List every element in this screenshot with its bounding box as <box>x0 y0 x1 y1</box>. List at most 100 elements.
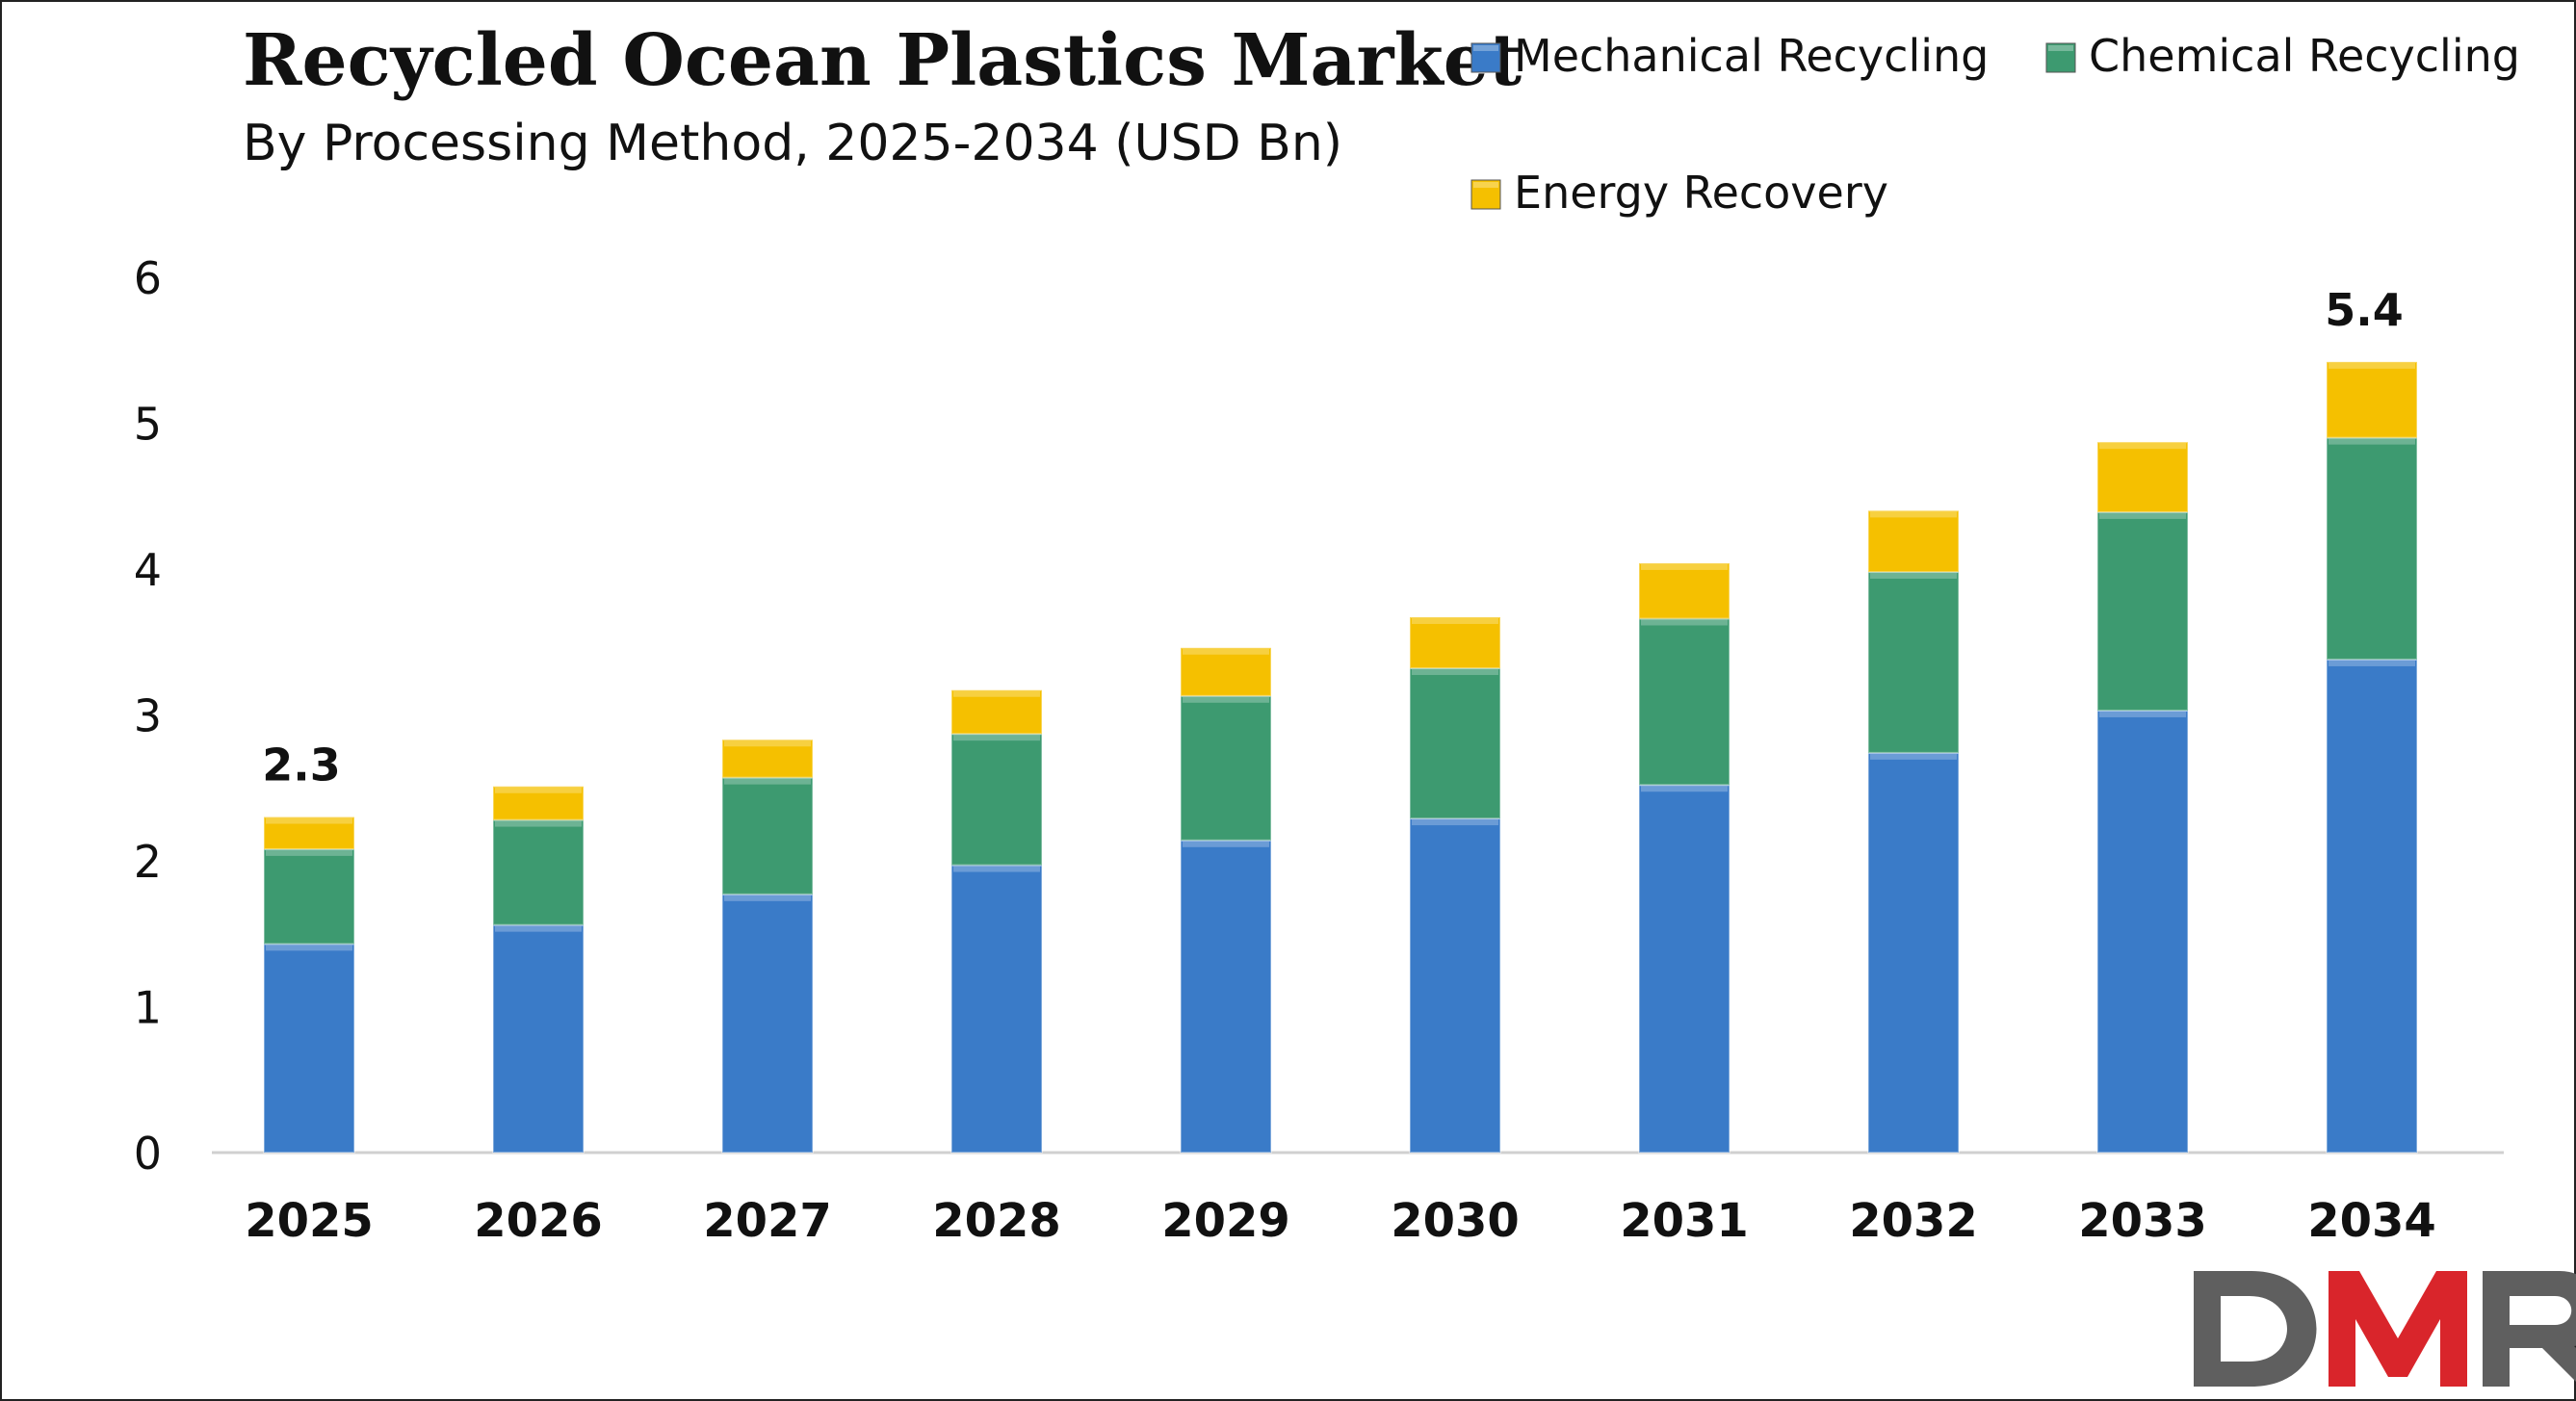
bar-highlight <box>495 925 582 932</box>
bar-highlight <box>724 778 811 785</box>
x-tick-label: 2026 <box>474 1194 603 1248</box>
bar-chemical-recycling-2025 <box>263 847 355 946</box>
x-tick-label: 2025 <box>245 1194 374 1248</box>
bar-energy-recovery-2028 <box>950 688 1043 736</box>
bar-energy-recovery-2034 <box>2326 360 2418 439</box>
bar-highlight <box>2099 512 2186 519</box>
y-axis: 0 1 2 3 4 5 6 <box>134 252 162 1180</box>
x-tick-label: 2033 <box>2078 1194 2207 1248</box>
x-tick-label: 2028 <box>932 1194 1061 1248</box>
bar-highlight <box>2099 443 2186 450</box>
bar-mechanical-recycling-2033 <box>2096 709 2189 1155</box>
y-tick-label: 4 <box>134 544 162 596</box>
legend-swatch-highlight <box>1473 45 1498 51</box>
bar-highlight <box>2329 362 2415 369</box>
x-tick-label: 2027 <box>703 1194 832 1248</box>
bar-highlight <box>1641 563 1728 570</box>
bar-highlight <box>724 895 811 901</box>
bar-highlight <box>495 820 582 827</box>
x-axis: 2025 2026 2027 2028 2029 2030 2031 2032 2033 2034 <box>245 1194 2436 1248</box>
legend-swatch-highlight <box>1473 182 1498 188</box>
bar-mechanical-recycling-2027 <box>721 893 814 1154</box>
legend-item: Chemical Recycling <box>2045 30 2520 82</box>
bar-highlight <box>2099 711 2186 717</box>
total-label: 5.4 <box>2325 284 2404 336</box>
y-tick-label: 2 <box>134 836 162 888</box>
total-labels: 2.3 5.4 <box>262 284 2404 791</box>
bar-highlight <box>1641 619 1728 626</box>
bar-chemical-recycling-2033 <box>2096 510 2189 712</box>
bar-highlight <box>953 690 1040 697</box>
bar-highlight <box>2329 438 2415 445</box>
y-tick-label: 6 <box>134 252 162 304</box>
bar-highlight <box>1641 786 1728 792</box>
bar-highlight <box>1183 841 1269 847</box>
bar-mechanical-recycling-2029 <box>1180 839 1272 1154</box>
y-tick-label: 3 <box>134 690 162 742</box>
bar-highlight <box>1412 669 1498 676</box>
x-tick-label: 2030 <box>1391 1194 1520 1248</box>
bar-chemical-recycling-2032 <box>1867 571 1960 754</box>
x-tick-label: 2034 <box>2307 1194 2436 1248</box>
bar-highlight <box>1870 573 1957 580</box>
bar-highlight <box>1412 617 1498 624</box>
bar-highlight <box>724 740 811 747</box>
y-tick-label: 0 <box>134 1128 162 1180</box>
bar-chemical-recycling-2029 <box>1180 694 1272 842</box>
bar-energy-recovery-2032 <box>1867 509 1960 574</box>
dmr-logo <box>2194 1271 2576 1387</box>
total-label: 2.3 <box>262 739 341 791</box>
bars-area <box>263 360 2418 1155</box>
bar-energy-recovery-2027 <box>721 739 814 779</box>
bar-chemical-recycling-2030 <box>1409 667 1501 820</box>
bar-mechanical-recycling-2031 <box>1638 784 1730 1154</box>
legend-label: Chemical Recycling <box>2089 30 2520 82</box>
bar-mechanical-recycling-2034 <box>2326 658 2418 1154</box>
chart-subtitle: By Processing Method, 2025-2034 (USD Bn) <box>243 115 1342 172</box>
legend-label: Energy Recovery <box>1514 167 1888 219</box>
bar-highlight <box>1412 819 1498 826</box>
bar-highlight <box>953 735 1040 741</box>
bar-chemical-recycling-2034 <box>2326 436 2418 661</box>
x-tick-label: 2031 <box>1620 1194 1749 1248</box>
bar-energy-recovery-2033 <box>2096 441 2189 513</box>
y-tick-label: 1 <box>134 982 162 1034</box>
bar-chemical-recycling-2026 <box>492 818 585 926</box>
legend-swatch <box>2045 42 2076 73</box>
x-tick-label: 2029 <box>1161 1194 1290 1248</box>
bar-highlight <box>266 945 352 951</box>
bar-highlight <box>953 866 1040 872</box>
bar-highlight <box>1183 648 1269 655</box>
bar-chemical-recycling-2031 <box>1638 617 1730 787</box>
bar-highlight <box>495 787 582 793</box>
bar-mechanical-recycling-2028 <box>950 864 1043 1154</box>
bar-highlight <box>266 849 352 856</box>
bar-mechanical-recycling-2026 <box>492 923 585 1154</box>
legend-item: Energy Recovery <box>1470 167 1888 219</box>
bar-energy-recovery-2031 <box>1638 561 1730 620</box>
x-tick-label: 2032 <box>1849 1194 1978 1248</box>
bar-energy-recovery-2025 <box>263 816 355 850</box>
bar-highlight <box>1183 696 1269 703</box>
legend-swatch <box>1470 179 1501 210</box>
bar-highlight <box>1870 753 1957 760</box>
legend-swatch <box>1470 42 1501 73</box>
bar-chemical-recycling-2028 <box>950 733 1043 867</box>
bar-mechanical-recycling-2032 <box>1867 751 1960 1154</box>
bar-chemical-recycling-2027 <box>721 776 814 895</box>
bar-energy-recovery-2029 <box>1180 646 1272 697</box>
bar-highlight <box>1870 511 1957 518</box>
legend-swatch-highlight <box>2048 45 2073 51</box>
legend-label: Mechanical Recycling <box>1514 30 1989 82</box>
bar-energy-recovery-2030 <box>1409 615 1501 670</box>
bar-highlight <box>266 817 352 824</box>
bar-mechanical-recycling-2025 <box>263 943 355 1154</box>
chart-title: Recycled Ocean Plastics Market <box>243 19 1522 102</box>
chart-legend: Mechanical Recycling Chemical Recycling En… <box>1470 30 2520 219</box>
y-tick-label: 5 <box>134 399 162 451</box>
bar-mechanical-recycling-2030 <box>1409 817 1501 1154</box>
bar-highlight <box>2329 660 2415 666</box>
bar-energy-recovery-2026 <box>492 785 585 821</box>
legend-item: Mechanical Recycling <box>1470 30 1989 82</box>
